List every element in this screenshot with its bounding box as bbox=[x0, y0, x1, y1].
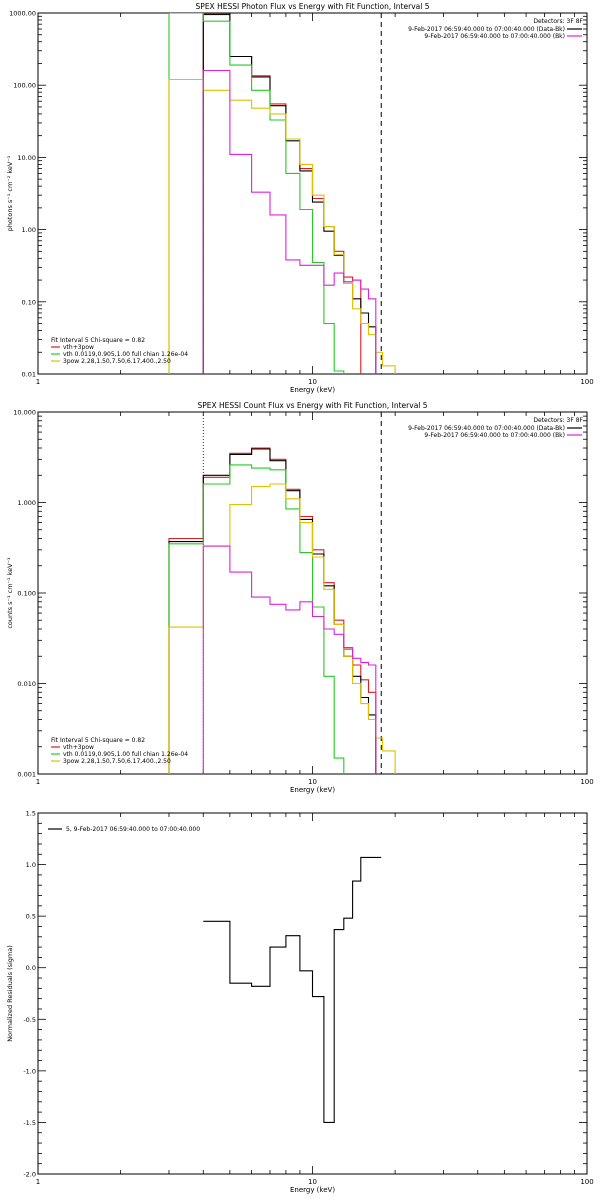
legend-entry: 9-Feb-2017 06:59:40.000 to 07:00:40.000 … bbox=[424, 33, 565, 40]
x-tick-label: 1 bbox=[36, 778, 40, 786]
x-axis-label: Energy (keV) bbox=[290, 1186, 335, 1194]
y-tick-label: 0.001 bbox=[17, 771, 36, 779]
y-tick-label: 1.5 bbox=[26, 810, 36, 818]
series-line-3pow bbox=[168, 78, 396, 374]
legend-title: Detectors: 3F 8F bbox=[533, 417, 583, 424]
y-tick-label: -0.5 bbox=[23, 1016, 36, 1024]
x-tick-label: 100 bbox=[580, 778, 593, 786]
series-line-bk bbox=[202, 545, 377, 774]
y-tick-label: -1.5 bbox=[23, 1119, 36, 1127]
x-tick-label: 100 bbox=[580, 1178, 593, 1186]
fit-legend-entry: vth 0.0119,0.905,1.00 full chian 1.26e-0… bbox=[63, 351, 188, 358]
y-tick-label: 0.0 bbox=[26, 964, 36, 972]
y-axis-label: Normalized Residuals (sigma) bbox=[6, 945, 14, 1042]
legend-entry: 9-Feb-2017 06:59:40.000 to 07:00:40.000 … bbox=[408, 425, 565, 432]
fit-legend-entry: vth 0.0119,0.905,1.00 full chian 1.26e-0… bbox=[63, 751, 188, 758]
series-line-vth bbox=[168, 464, 345, 774]
x-axis-label: Energy (keV) bbox=[290, 786, 335, 794]
panel-3: 1 10 100 Energy (keV) -2.0 -1.5 -1.0 -0.5 0.0 0.5… bbox=[6, 810, 594, 1195]
y-tick-label: -2.0 bbox=[23, 1171, 36, 1179]
panel-1: SPEX HESSI Photon Flux vs Energy with Fi… bbox=[6, 2, 594, 394]
y-tick-label: 1.0 bbox=[26, 861, 36, 869]
series-line-data-bk bbox=[168, 448, 377, 774]
fit-legend-entry: 3pow 2.28,1.50,7.50,6.17,400.,2.50 bbox=[63, 358, 171, 365]
fit-legend-entry: vth+3pow bbox=[63, 344, 94, 351]
x-axis-label: Energy (keV) bbox=[290, 386, 335, 394]
panel-2: SPEX HESSI Count Flux vs Energy with Fit… bbox=[6, 401, 594, 794]
fit-info-header: Fit Interval 5 Chi-square = 0.82 bbox=[51, 337, 145, 344]
fit-legend-entry: vth+3pow bbox=[63, 744, 94, 751]
series-group bbox=[203, 856, 382, 1123]
y-tick-label: 0.10 bbox=[22, 298, 36, 306]
series-group bbox=[168, 13, 396, 374]
x-tick-label: 1 bbox=[36, 1178, 40, 1186]
chart-title: SPEX HESSI Photon Flux vs Energy with Fi… bbox=[196, 2, 430, 11]
y-axis-label: counts s⁻¹ cm⁻² keV⁻¹ bbox=[6, 557, 14, 629]
y-tick-label: 1.000 bbox=[17, 499, 36, 507]
legend-title: Detectors: 3F 8F bbox=[533, 18, 583, 25]
x-tick-label: 100 bbox=[580, 378, 593, 386]
y-tick-label: 10.00 bbox=[17, 154, 36, 162]
x-tick-label: 10 bbox=[308, 778, 317, 786]
y-tick-label: 1.00 bbox=[22, 226, 36, 234]
series-group bbox=[168, 447, 396, 774]
series-line-residuals bbox=[203, 856, 382, 1123]
series-line-3pow bbox=[168, 483, 396, 774]
y-tick-label: 0.010 bbox=[17, 680, 36, 688]
legend-entry: 9-Feb-2017 06:59:40.000 to 07:00:40.000 … bbox=[408, 26, 565, 33]
series-line-vth-3pow bbox=[202, 14, 362, 374]
legend-entry: 5, 9-Feb-2017 06:59:40.000 to 07:00:40.0… bbox=[66, 826, 200, 833]
y-tick-label: 10.000 bbox=[13, 409, 36, 417]
series-line-vth-3pow bbox=[168, 447, 377, 774]
x-tick-label: 1 bbox=[36, 378, 40, 386]
y-tick-label: 0.5 bbox=[26, 913, 36, 921]
y-axis-label: photons s⁻¹ cm⁻² keV⁻¹ bbox=[6, 155, 14, 231]
series-line-data-bk bbox=[202, 13, 377, 374]
x-tick-label: 10 bbox=[308, 378, 317, 386]
chart-title: SPEX HESSI Count Flux vs Energy with Fit… bbox=[197, 401, 427, 410]
fit-legend-entry: 3pow 2.28,1.50,7.50,6.17,400.,2.50 bbox=[63, 758, 171, 765]
series-line-bk bbox=[202, 69, 377, 374]
y-tick-label: 0.01 bbox=[22, 371, 36, 379]
x-tick-label: 10 bbox=[308, 1178, 317, 1186]
y-tick-label: -1.0 bbox=[23, 1067, 36, 1075]
y-tick-label: 100.00 bbox=[13, 82, 36, 90]
series-line-vth bbox=[168, 13, 345, 374]
y-tick-label: 1000.00 bbox=[9, 10, 36, 18]
y-tick-label: 0.100 bbox=[17, 590, 36, 598]
legend-entry: 9-Feb-2017 06:59:40.000 to 07:00:40.000 … bbox=[424, 432, 565, 439]
fit-info-header: Fit Interval 5 Chi-square = 0.82 bbox=[51, 737, 145, 744]
